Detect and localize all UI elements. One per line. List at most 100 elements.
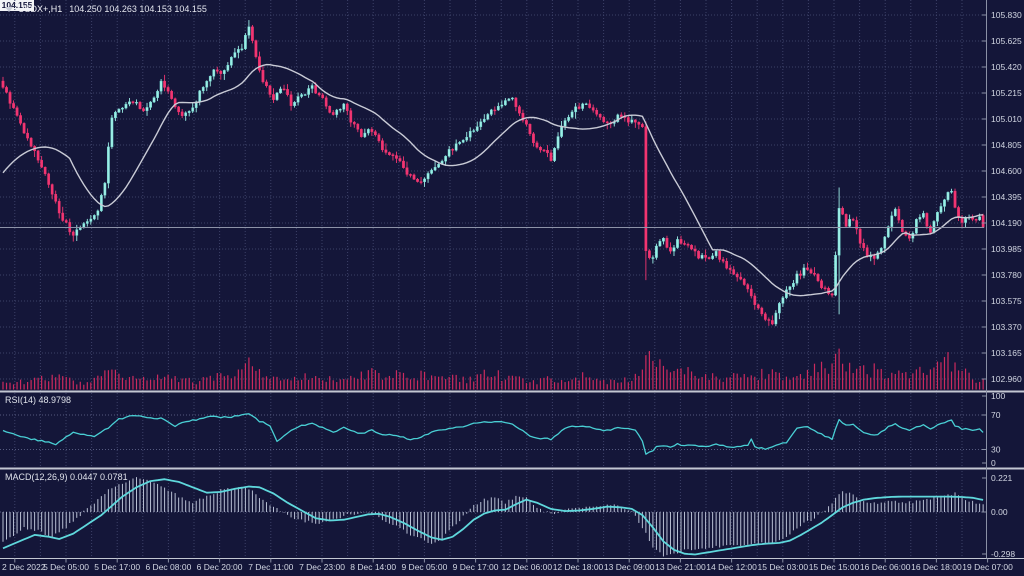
volume-bar	[690, 371, 693, 390]
candle-body	[577, 106, 581, 109]
candle-body	[412, 174, 416, 180]
volume-bar	[132, 375, 134, 390]
volume-bar	[803, 378, 805, 390]
time-axis-label: 13 Dec 09:00	[604, 562, 655, 572]
candle-body	[8, 92, 12, 104]
candle-body	[525, 120, 528, 125]
macd-panel[interactable]	[2, 477, 984, 557]
rsi-axis-label: 100	[991, 391, 1005, 401]
rsi-axis-label: 30	[991, 445, 1001, 455]
volume-bar	[820, 361, 823, 390]
candle-body	[700, 254, 704, 259]
volume-bar	[462, 376, 464, 390]
candle-body	[121, 107, 124, 110]
candle-body	[676, 239, 679, 248]
volume-bar	[873, 363, 875, 390]
candle-body	[359, 129, 363, 137]
volume-bar	[905, 372, 907, 390]
candle-body	[718, 251, 722, 260]
candle-body	[321, 94, 325, 99]
candle-body	[57, 201, 61, 214]
candle-body	[475, 126, 479, 131]
time-axis-label: 7 Dec 23:00	[299, 562, 345, 572]
candle-body	[482, 118, 486, 122]
candle-body	[324, 97, 328, 107]
volume-bar	[950, 371, 953, 390]
volume-bar	[567, 381, 570, 390]
volume-bar	[146, 380, 148, 390]
volume-bar	[508, 375, 510, 390]
volume-bar	[515, 376, 517, 390]
candle-body	[570, 111, 574, 118]
candle-body	[714, 251, 718, 257]
candle-body	[806, 267, 809, 270]
candle-body	[307, 88, 310, 95]
volume-bar	[659, 359, 661, 390]
main-price-panel[interactable]	[0, 20, 985, 390]
price-axis-label: 103.370	[991, 322, 1022, 332]
candle-body	[472, 130, 476, 132]
volume-bar	[121, 377, 124, 390]
candle-body	[915, 219, 918, 234]
volume-bar	[209, 375, 211, 390]
volume-bar	[539, 378, 542, 390]
time-axis-label: 9 Dec 05:00	[401, 562, 447, 572]
volume-bar	[796, 376, 798, 390]
volume-bar	[761, 368, 763, 390]
candle-body	[345, 103, 349, 111]
candle-body	[539, 147, 542, 151]
volume-bar	[673, 371, 675, 390]
volume-bar	[272, 376, 275, 390]
volume-bar	[276, 376, 278, 390]
time-axis-label: 13 Dec 21:00	[655, 562, 706, 572]
candle-body	[279, 88, 282, 94]
candle-body	[489, 109, 493, 115]
candle-body	[468, 131, 472, 138]
candle-body	[865, 247, 869, 257]
moving-average-line	[2, 63, 984, 297]
time-axis-label: 8 Dec 14:00	[350, 562, 396, 572]
volume-bar	[747, 377, 749, 390]
volume-bar	[293, 376, 296, 390]
volume-bar	[135, 378, 138, 390]
price-axis-label: 105.010	[991, 114, 1022, 124]
volume-bar	[592, 380, 594, 390]
time-axis-label: 5 Dec 17:00	[94, 562, 140, 572]
volume-bar	[90, 382, 92, 390]
candle-body	[841, 208, 844, 215]
candle-body	[837, 208, 841, 256]
candle-body	[356, 123, 360, 130]
candle-body	[22, 123, 26, 134]
volume-bar	[813, 363, 816, 390]
candle-body	[834, 255, 837, 296]
candle-body	[286, 89, 289, 95]
volume-bar	[23, 384, 25, 390]
volume-bar	[676, 368, 679, 390]
rsi-panel[interactable]	[2, 413, 984, 455]
candle-body	[690, 244, 693, 250]
volume-bar	[44, 380, 46, 390]
candle-body	[830, 293, 834, 296]
volume-bar	[480, 374, 482, 390]
volume-bar	[100, 376, 102, 390]
candle-body	[760, 307, 764, 315]
symbol-dropdown-icon[interactable]	[5, 7, 13, 13]
candle-body	[763, 313, 767, 320]
volume-bar	[494, 376, 496, 390]
volume-bar	[740, 377, 742, 390]
volume-bar	[12, 384, 15, 390]
candle-body	[493, 109, 497, 112]
candle-body	[89, 218, 93, 222]
time-axis-label: 16 Dec 18:00	[911, 562, 962, 572]
volume-bar	[694, 375, 696, 390]
volume-bar	[416, 380, 419, 390]
rsi-indicator-label: RSI(14) 48.9798	[5, 395, 72, 405]
volume-bar	[360, 371, 362, 390]
time-axis-label: 15 Dec 03:00	[758, 562, 809, 572]
candle-body	[300, 94, 303, 97]
time-axis-label: 9 Dec 17:00	[453, 562, 499, 572]
volume-bar	[104, 370, 106, 390]
candle-body	[816, 274, 820, 281]
